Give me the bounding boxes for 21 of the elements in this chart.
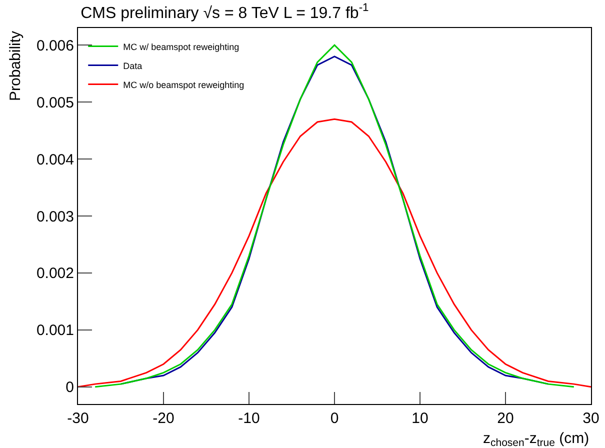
y-tick-label: 0.003 [36, 208, 74, 226]
legend-label: MC w/ beamspot reweighting [123, 42, 240, 52]
y-tick-label: 0.005 [36, 94, 74, 112]
x-tick-label: -20 [152, 410, 174, 427]
chart-title: CMS preliminary √s = 8 TeV L = 19.7 fb$^{-1}$ [80, 2, 369, 22]
y-tick-label: 0.001 [36, 322, 74, 340]
legend-label: MC w/o beamspot reweighting [123, 80, 244, 90]
y-tick-label: 0.006 [36, 37, 74, 54]
x-tick-label: 10 [412, 410, 428, 427]
y-tick-label: 0 [66, 379, 74, 396]
y-tick-label: 0.002 [36, 265, 74, 282]
line-series [78, 118, 591, 388]
legend-label: Data [123, 60, 142, 71]
y-axis-title: Probability [7, 30, 24, 101]
x-tick-label: -10 [238, 410, 260, 427]
y-tick-label: 0.004 [36, 151, 74, 168]
x-axis-title: z$_{chosen}$-z$_{true}$ (cm) [483, 430, 590, 448]
x-tick-label: 30 [582, 410, 600, 427]
x-tick-label: 0 [330, 410, 339, 427]
x-tick-label: 20 [497, 410, 514, 427]
x-tick-label: -30 [67, 410, 89, 427]
